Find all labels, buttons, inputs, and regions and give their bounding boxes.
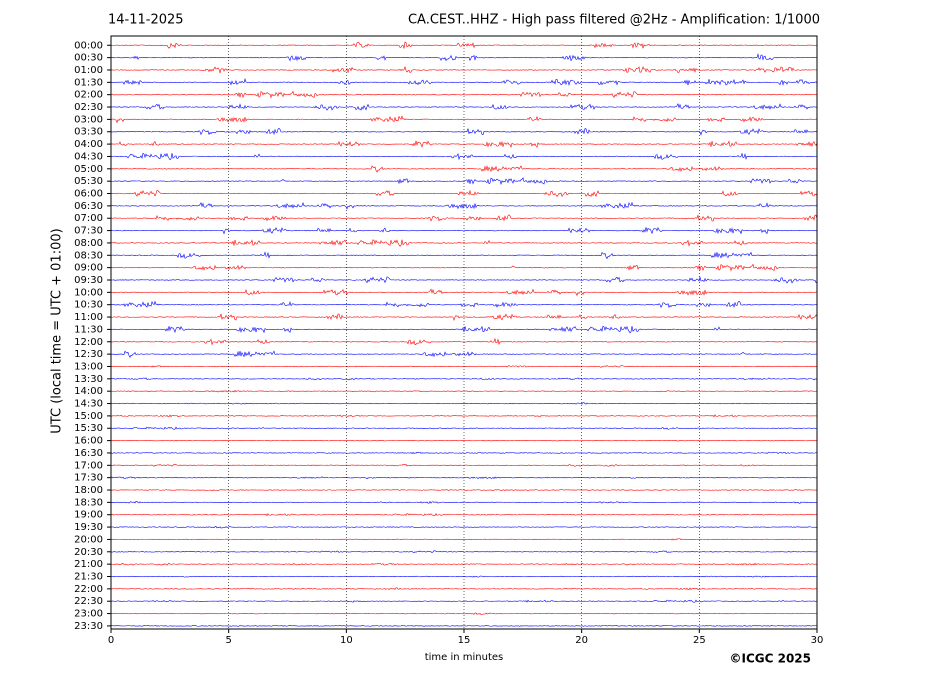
trace [110,103,818,111]
y-tick-label: 13:00 [74,361,103,372]
trace [110,414,818,418]
x-tick-label: 30 [811,635,824,646]
y-tick-label: 14:30 [74,399,103,410]
trace [110,201,818,210]
y-tick-label: 17:30 [74,473,103,484]
trace [110,214,818,222]
x-axis-label: time in minutes [425,652,504,663]
x-tick-label: 15 [458,635,471,646]
y-tick-label: 22:30 [74,596,103,607]
y-tick-label: 07:00 [74,213,103,224]
y-tick-label: 06:30 [74,201,103,212]
y-tick-label: 11:30 [74,324,103,335]
y-tick-label: 03:30 [74,127,103,138]
y-tick-label: 04:00 [74,139,103,150]
trace [111,239,818,247]
y-tick-label: 23:00 [74,609,103,620]
y-tick-label: 14:00 [74,386,103,397]
y-tick-label: 11:00 [74,312,103,323]
trace [110,77,818,86]
trace [110,426,818,430]
y-tick-label: 01:00 [74,65,103,76]
y-axis-label: UTC (local time = UTC + 01:00) [50,228,65,433]
y-tick-label: 01:30 [74,77,103,88]
trace [110,325,818,334]
x-tick-label: 0 [108,635,114,646]
y-tick-label: 04:30 [74,151,103,162]
y-tick-label: 18:30 [74,497,103,508]
y-tick-label: 20:00 [74,534,103,545]
trace [110,526,818,529]
x-tick-label: 5 [225,635,231,646]
trace [110,313,818,322]
trace [110,625,817,627]
copyright: ©ICGC 2025 [729,652,811,666]
y-tick-label: 20:30 [74,547,103,558]
y-tick-label: 21:00 [74,559,103,570]
y-tick-label: 15:30 [74,423,103,434]
trace [110,612,818,615]
y-tick-label: 10:00 [74,287,103,298]
y-tick-label: 16:30 [74,448,103,459]
y-tick-label: 12:00 [74,337,103,348]
y-tick-label: 13:30 [74,374,103,385]
y-tick-label: 09:30 [74,275,103,286]
trace [110,127,818,136]
y-tick-label: 03:00 [74,114,103,125]
y-tick-label: 22:00 [74,584,103,595]
trace [110,389,818,393]
trace [110,90,818,99]
y-tick-label: 00:00 [74,40,103,51]
y-tick-label: 18:00 [74,485,103,496]
y-tick-label: 02:00 [74,90,103,101]
y-tick-label: 19:00 [74,510,103,521]
y-tick-label: 17:00 [74,460,103,471]
trace [110,227,818,235]
y-tick-label: 07:30 [74,226,103,237]
y-tick-label: 00:30 [74,53,103,64]
y-tick-label: 23:30 [74,621,103,632]
trace [110,439,818,442]
y-tick-label: 16:00 [74,436,103,447]
y-tick-label: 21:30 [74,571,103,582]
y-tick-label: 05:30 [74,176,103,187]
chart-title: CA.CEST..HHZ - High pass filtered @2Hz -… [408,13,820,28]
trace [110,177,818,186]
trace [110,550,818,554]
x-tick-label: 20 [575,635,588,646]
y-tick-label: 06:00 [74,189,103,200]
y-tick-label: 02:30 [74,102,103,113]
y-tick-label: 08:30 [74,250,103,261]
y-tick-label: 09:00 [74,263,103,274]
trace [110,337,818,346]
y-tick-label: 08:00 [74,238,103,249]
y-tick-label: 19:30 [74,522,103,533]
y-tick-label: 05:00 [74,164,103,175]
x-tick-label: 25 [693,635,706,646]
trace [110,599,818,603]
x-tick-label: 10 [340,635,353,646]
trace [110,512,818,517]
date: 14-11-2025 [108,13,184,28]
trace [110,500,818,504]
plot-area [110,36,818,629]
y-tick-label: 15:00 [74,411,103,422]
y-tick-label: 12:30 [74,349,103,360]
trace [110,402,818,405]
trace [110,538,818,541]
y-tick-label: 10:30 [74,300,103,311]
trace [110,189,818,198]
